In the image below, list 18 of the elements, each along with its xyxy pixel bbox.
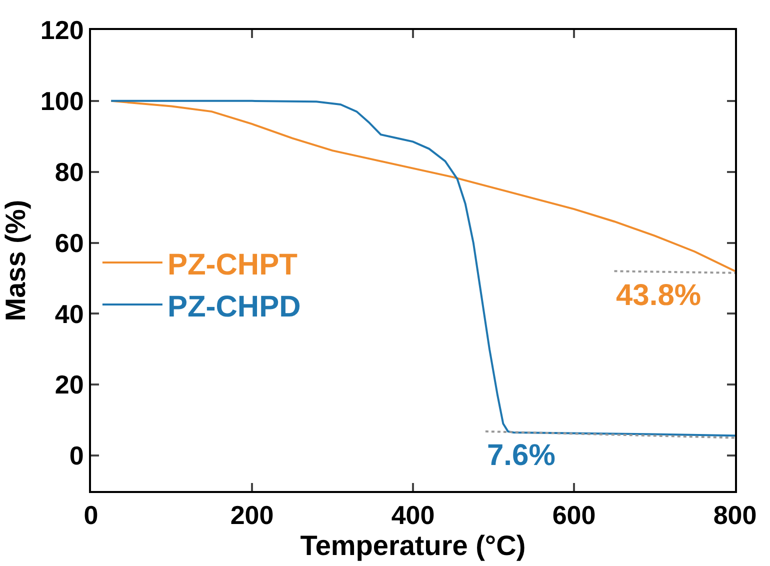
y-tick-label: 80: [54, 156, 84, 187]
x-axis-title: Temperature (°C): [300, 530, 526, 562]
line-series: [110, 100, 735, 437]
annotation: 7.6%: [487, 439, 556, 472]
y-tick-label: 0: [69, 440, 84, 471]
x-tick-label: 200: [230, 500, 274, 530]
x-tick-label: 600: [552, 500, 596, 530]
y-tick-label: 120: [40, 15, 84, 46]
y-tick-label: 60: [54, 228, 84, 258]
y-axis-title: Mass (%): [0, 200, 31, 322]
annotation: 43.8%: [616, 279, 702, 312]
y-tick-label: 20: [54, 370, 84, 400]
x-tick-label: 400: [391, 500, 435, 530]
legend-label: PZ-CHPT: [167, 248, 298, 282]
y-tick-label: 40: [54, 298, 84, 329]
legend-label: PZ-CHPD: [167, 290, 301, 324]
x-tick-label: 800: [713, 500, 757, 530]
y-tick-label: 100: [40, 86, 84, 116]
